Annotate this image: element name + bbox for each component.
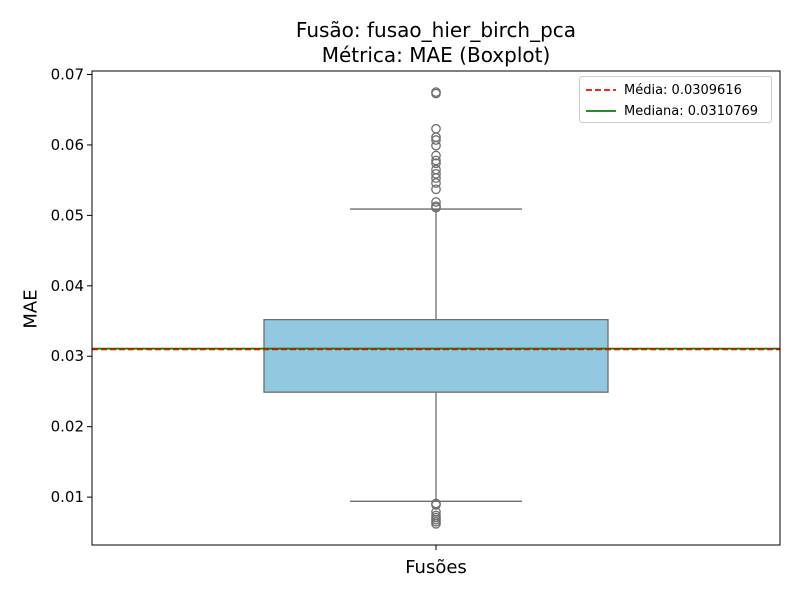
outlier-point <box>431 155 441 166</box>
chart-subtitle: Métrica: MAE (Boxplot) <box>321 43 551 67</box>
outlier-point <box>431 500 441 510</box>
outlier-point <box>431 158 441 169</box>
y-tick-label: 0.06 <box>51 136 84 154</box>
y-tick-label: 0.05 <box>51 206 84 224</box>
outlier-point <box>431 197 441 207</box>
legend-item-mean: Média: 0.0309616 <box>584 81 742 99</box>
outlier-point <box>431 178 441 188</box>
legend-median-label: Mediana: 0.0310769 <box>624 103 759 119</box>
outlier-point <box>431 173 441 183</box>
y-axis-ticks: 0.01 0.02 0.03 0.04 0.05 0.06 0.07 <box>51 66 437 550</box>
legend: Média: 0.0309616 Mediana: 0.0310769 <box>579 76 772 123</box>
plot-area <box>92 87 780 529</box>
y-tick-label: 0.01 <box>51 488 84 506</box>
outlier-point <box>431 88 441 99</box>
outlier-point <box>431 123 441 134</box>
legend-mean-label: Média: 0.0309616 <box>624 82 742 98</box>
x-axis-label: Fusões <box>405 557 467 578</box>
y-tick-label: 0.04 <box>51 277 84 295</box>
y-tick-label: 0.03 <box>51 347 84 365</box>
y-tick-label: 0.02 <box>51 418 84 436</box>
legend-median-swatch <box>586 110 616 112</box>
outlier-point <box>431 140 441 151</box>
outlier-point <box>431 202 441 213</box>
outlier-point <box>431 168 441 179</box>
outlier-point <box>431 519 441 529</box>
legend-mean-swatch <box>586 89 616 91</box>
outlier-point <box>431 507 441 517</box>
chart-title: Fusão: fusao_hier_birch_pca <box>295 18 577 42</box>
outlier-point <box>431 135 441 145</box>
plot-frame <box>91 70 781 546</box>
legend-item-median: Mediana: 0.0310769 <box>584 102 758 120</box>
outlier-point <box>431 184 441 195</box>
outlier-point <box>431 150 441 161</box>
y-axis-label: MAE <box>20 289 42 329</box>
iqr-box <box>263 318 609 393</box>
y-tick-label: 0.07 <box>51 66 84 84</box>
